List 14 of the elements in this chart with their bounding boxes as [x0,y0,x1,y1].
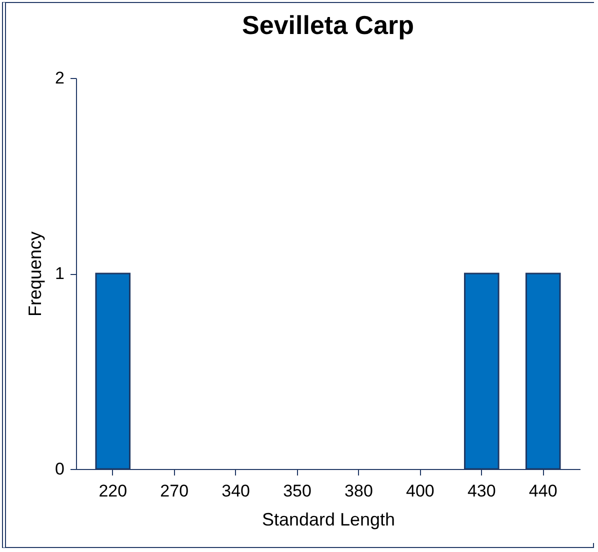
x-axis-title: Standard Length [262,510,396,530]
y-tick-label: 1 [55,264,64,283]
x-tick-label: 350 [283,482,312,500]
x-tick-label: 340 [222,482,250,500]
x-tick-label: 400 [406,482,434,500]
chart-title: Sevilleta Carp [242,10,414,40]
x-tick-label: 220 [98,482,128,500]
x-tick-label: 440 [528,482,558,500]
x-tick-label: 270 [160,482,189,500]
x-tick-label: 430 [467,482,496,500]
y-axis-title: Frequency [25,231,46,317]
x-tick-label: 380 [344,482,373,500]
y-tick-label: 2 [55,68,64,88]
y-tick-label: 0 [55,460,64,478]
